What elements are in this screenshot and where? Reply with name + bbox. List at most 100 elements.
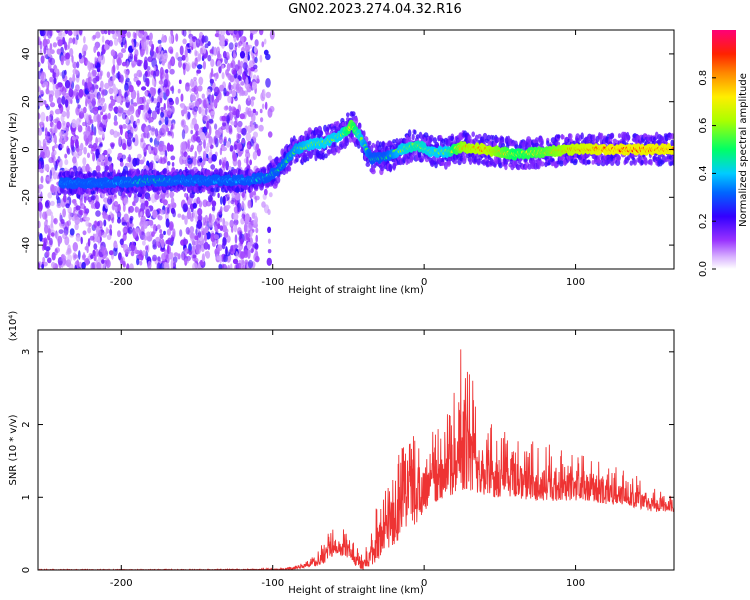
noise-speckle — [173, 252, 179, 257]
noise-speckle — [124, 249, 130, 255]
noise-speckle — [234, 193, 241, 201]
noise-speckle — [65, 203, 70, 209]
noise-speckle — [153, 87, 157, 95]
noise-speckle — [60, 55, 65, 66]
noise-speckle — [107, 30, 111, 36]
noise-speckle — [237, 159, 242, 168]
noise-speckle — [104, 43, 109, 51]
noise-speckle — [230, 106, 236, 112]
noise-speckle — [188, 102, 195, 109]
noise-speckle — [67, 254, 73, 263]
noise-speckle — [107, 156, 113, 162]
noise-speckle — [44, 224, 49, 234]
ridge-halo-dot — [210, 187, 215, 193]
noise-speckle — [107, 148, 112, 155]
noise-speckle — [39, 233, 43, 242]
noise-speckle — [118, 31, 121, 41]
noise-speckle — [243, 249, 249, 259]
noise-speckle — [85, 163, 90, 173]
noise-speckle — [250, 138, 254, 147]
noise-speckle — [194, 150, 197, 159]
noise-speckle — [44, 54, 48, 59]
noise-speckle — [85, 219, 90, 227]
ridge-halo-dot — [187, 186, 192, 194]
ridge-halo-dot — [216, 186, 220, 193]
noise-speckle — [180, 141, 185, 151]
noise-speckle — [98, 126, 103, 136]
noise-speckle — [250, 191, 254, 198]
noise-speckle — [90, 262, 95, 269]
noise-speckle — [143, 235, 148, 241]
noise-speckle — [43, 241, 47, 251]
noise-speckle — [187, 157, 193, 165]
noise-speckle — [43, 148, 47, 159]
noise-speckle — [198, 148, 201, 155]
noise-speckle — [179, 45, 184, 56]
noise-speckle — [217, 50, 221, 59]
noise-speckle — [154, 144, 159, 154]
noise-speckle — [119, 161, 124, 167]
noise-speckle — [208, 125, 212, 136]
noise-speckle — [113, 87, 119, 95]
noise-speckle — [254, 195, 260, 201]
noise-speckle — [60, 130, 65, 139]
noise-speckle — [136, 90, 140, 97]
noise-speckle — [246, 156, 249, 166]
noise-speckle — [180, 109, 186, 115]
noise-speckle — [208, 213, 212, 223]
noise-speckle — [165, 88, 170, 97]
noise-speckle — [241, 191, 245, 198]
noise-speckle — [181, 129, 186, 140]
ridge-halo-dot — [610, 132, 615, 139]
noise-speckle — [127, 226, 133, 235]
noise-speckle — [96, 221, 100, 227]
noise-speckle — [201, 93, 205, 99]
noise-speckle — [232, 69, 237, 75]
noise-speckle — [157, 215, 163, 221]
noise-speckle — [94, 56, 98, 62]
noise-speckle — [104, 30, 108, 35]
noise-speckle — [48, 94, 54, 103]
noise-speckle — [125, 116, 130, 125]
noise-speckle — [183, 247, 189, 254]
noise-speckle — [156, 224, 161, 230]
noise-speckle — [81, 261, 86, 269]
noise-speckle — [142, 142, 147, 153]
noise-speckle — [214, 123, 218, 130]
noise-speckle — [90, 195, 96, 201]
noise-speckle — [215, 72, 219, 80]
noise-speckle — [101, 131, 105, 139]
noise-speckle — [53, 77, 57, 85]
noise-speckle — [211, 206, 216, 212]
noise-speckle — [261, 201, 266, 208]
ridge-halo-dot — [574, 158, 578, 164]
noise-speckle — [182, 30, 187, 37]
noise-speckle — [241, 260, 245, 267]
noise-speckle — [92, 71, 97, 76]
noise-speckle — [159, 229, 163, 234]
noise-speckle — [50, 215, 54, 220]
noise-speckle — [225, 160, 229, 171]
noise-speckle — [56, 202, 62, 209]
noise-speckle — [218, 65, 222, 74]
noise-speckle — [207, 54, 212, 62]
noise-speckle — [89, 119, 94, 124]
ridge-halo-dot — [446, 160, 451, 167]
noise-speckle — [97, 105, 103, 111]
noise-speckle — [252, 190, 256, 196]
noise-speckle — [194, 235, 198, 241]
noise-speckle — [51, 261, 56, 269]
noise-speckle — [92, 249, 96, 257]
noise-speckle — [113, 200, 119, 207]
noise-speckle — [119, 157, 124, 163]
noise-speckle — [170, 197, 175, 205]
noise-speckle — [109, 228, 113, 237]
noise-speckle — [64, 41, 68, 51]
noise-speckle — [150, 47, 154, 53]
noise-speckle — [68, 263, 74, 269]
noise-speckle — [203, 99, 207, 109]
noise-speckle — [248, 60, 254, 69]
noise-speckle — [244, 44, 250, 53]
noise-speckle — [219, 225, 223, 232]
noise-speckle — [168, 221, 174, 231]
